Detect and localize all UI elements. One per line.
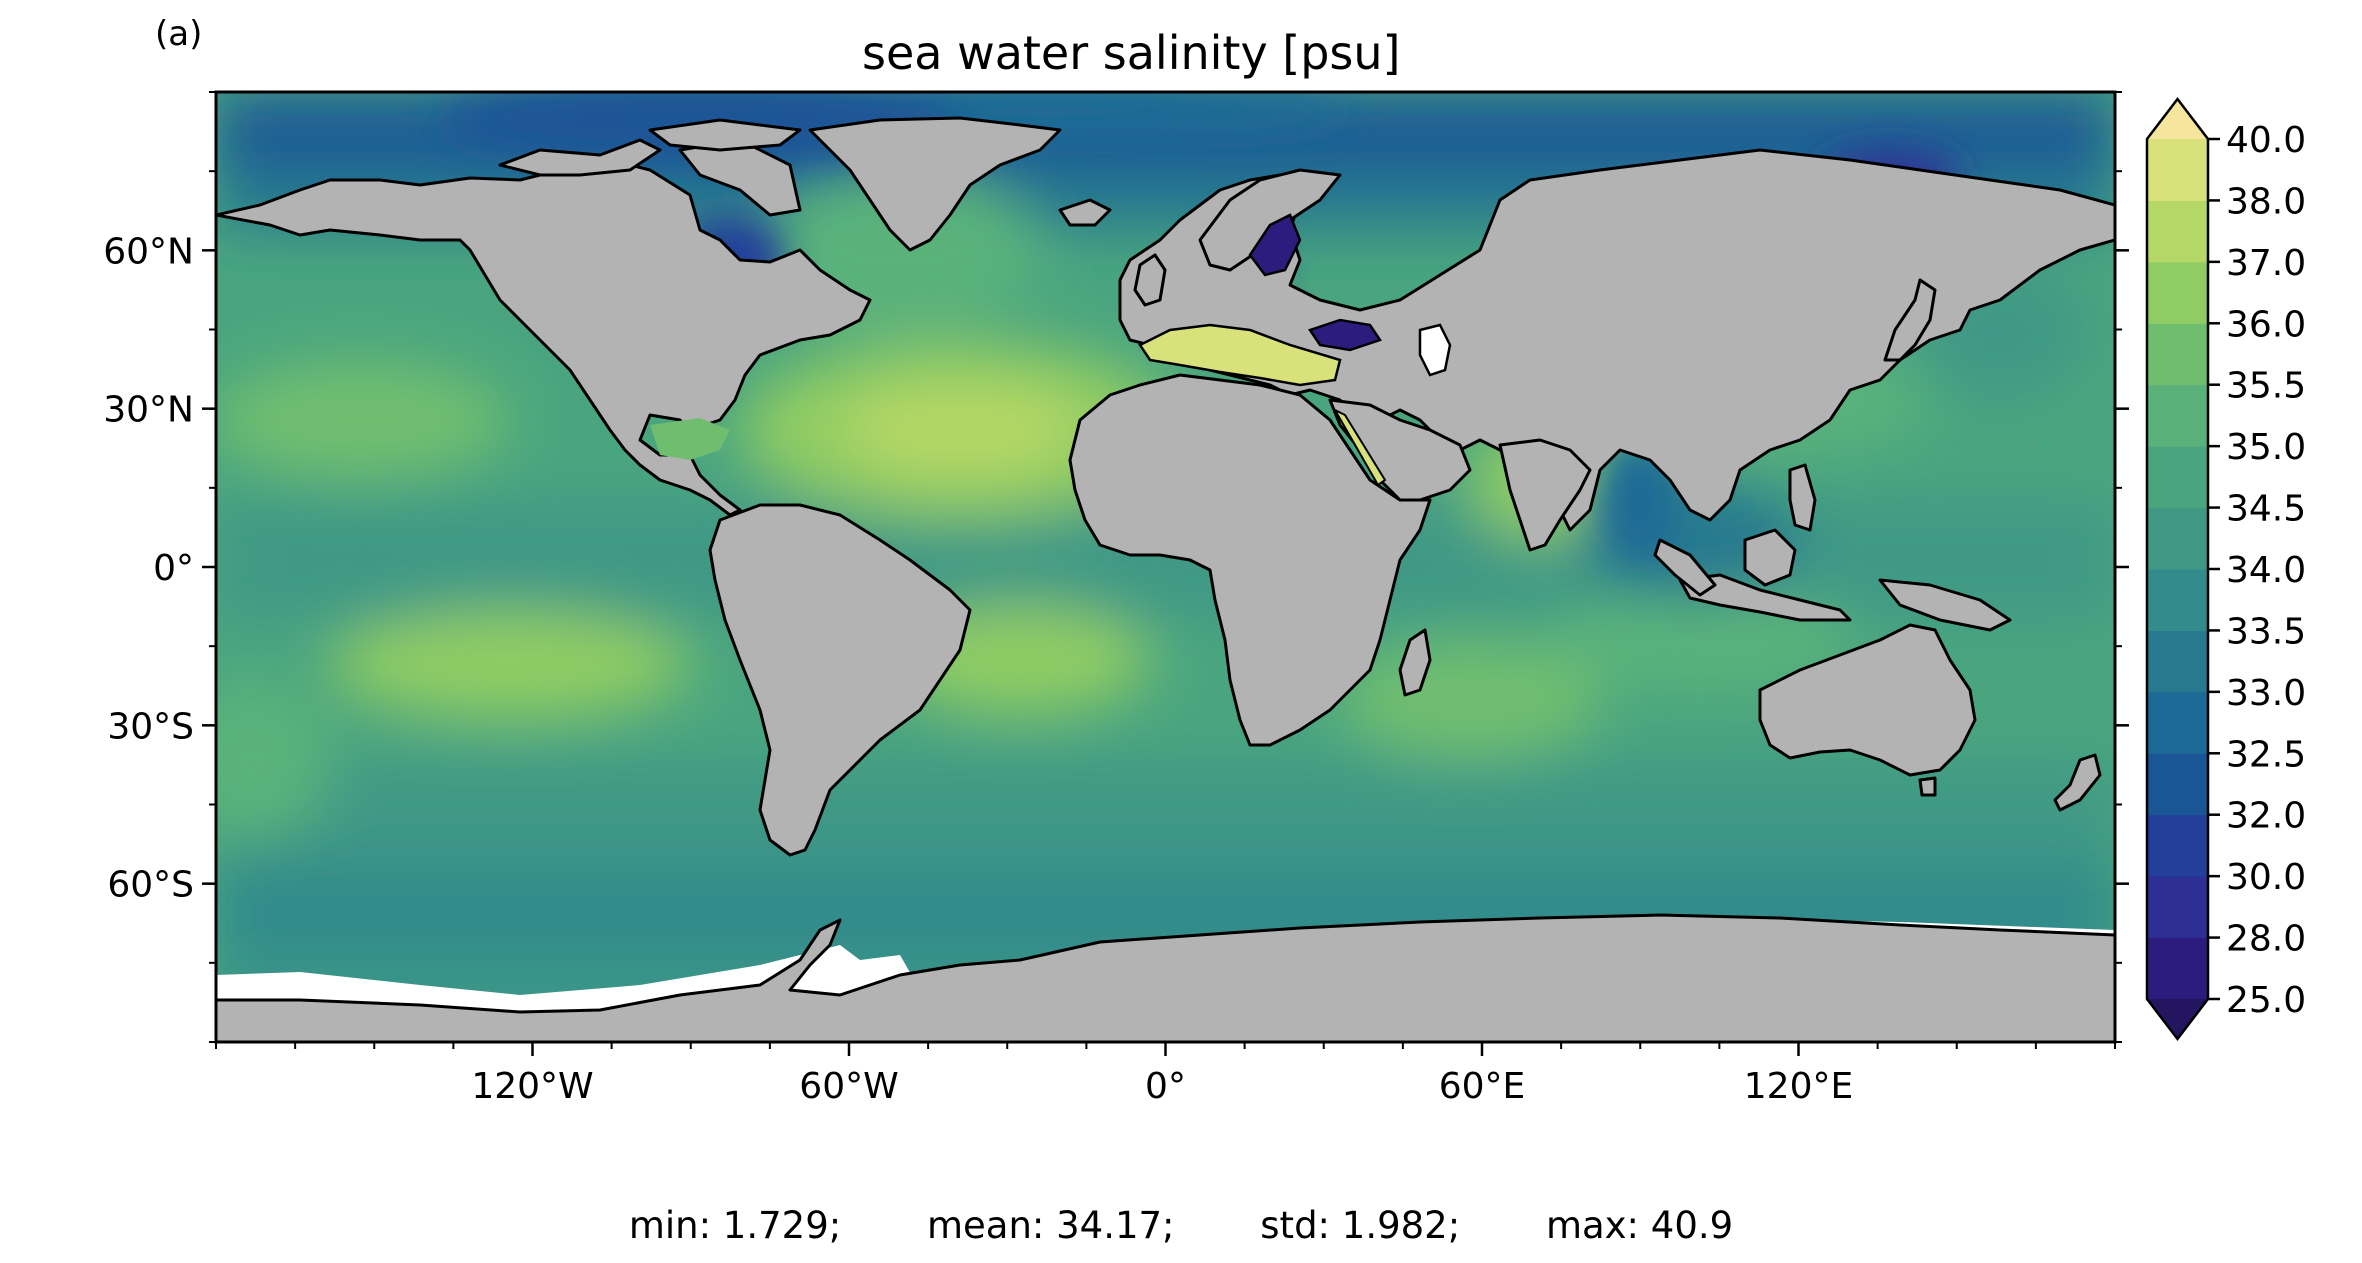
new-zealand [2053, 753, 2102, 812]
indian-subcontinent [1498, 438, 1592, 552]
baltic-sea [1248, 213, 1302, 277]
axis-ticks [202, 91, 2129, 1056]
gulf-of-mexico [650, 418, 730, 460]
stat-mean: mean: 34.17; [926, 1204, 1175, 1247]
colorbar-segment [2147, 507, 2208, 570]
colorbar-segment [2147, 200, 2208, 263]
lat-tick-label: 60°S [107, 865, 194, 906]
lon-tick-label: 120°W [471, 1066, 593, 1107]
lat-tick-label: 0° [153, 548, 194, 589]
great-britain [1133, 253, 1167, 307]
colorbar-segment [2147, 139, 2208, 201]
colorbar-under-extension [2147, 999, 2208, 1039]
scandinavia [1198, 168, 1342, 272]
colorbar-tick-label: 34.0 [2226, 550, 2306, 591]
colorbar-tick-label: 33.5 [2226, 611, 2306, 652]
red-sea [1332, 407, 1387, 487]
colorbar-tick-label: 33.0 [2226, 673, 2306, 714]
colorbar-segment [2147, 937, 2208, 1000]
black-sea [1308, 318, 1382, 352]
colorbar-tick-label: 32.0 [2226, 796, 2306, 837]
lon-tick-label: 0° [1145, 1066, 1186, 1107]
axis-tick-labels: 60°N 30°N 0° 30°S 60°S 120°W 60°W 0° 60°E 120°E [103, 231, 1853, 1107]
caspian-sea [1418, 323, 1452, 377]
sumatra [1653, 538, 1717, 597]
australia [1758, 623, 1977, 777]
statistics-line: min: 1.729; mean: 34.17; std: 1.982; max… [0, 1204, 2362, 1247]
ellesmere-island [648, 118, 802, 152]
colorbar-tick-label: 36.0 [2226, 304, 2306, 345]
indonesia [1678, 573, 1852, 622]
colorbar-segment [2147, 630, 2208, 693]
mediterranean-sea [1138, 323, 1342, 387]
colorbar-segment [2147, 323, 2208, 386]
lat-tick-label: 30°S [107, 706, 194, 747]
colorbar: 25.0 28.0 30.0 32.0 32.5 33.0 33.5 34.0 34.5 35.0… [2145, 96, 2306, 1042]
colorbar-tick-label: 40.0 [2226, 120, 2306, 161]
figure-canvas: 60°N 30°N 0° 30°S 60°S 120°W 60°W 0° 60°E 120°E 2… [103, 90, 2306, 1107]
map-title: sea water salinity [psu] [862, 26, 1401, 80]
colorbar-tick-label: 25.0 [2226, 980, 2306, 1021]
lon-tick-label: 60°W [799, 1066, 898, 1107]
new-guinea [1878, 578, 2012, 632]
colorbar-segment [2147, 753, 2208, 816]
colorbar-over-extension [2147, 99, 2208, 139]
madagascar [1398, 628, 1432, 697]
colorbar-tick-label: 35.5 [2226, 366, 2306, 407]
antarctica [216, 913, 2115, 1042]
colorbar-segment [2147, 691, 2208, 754]
borneo [1743, 528, 1797, 587]
panel-label: (a) [155, 14, 203, 54]
colorbar-tick-label: 37.0 [2226, 243, 2306, 284]
colorbar-segment [2147, 446, 2208, 509]
colorbar-tick-label: 28.0 [2226, 919, 2306, 960]
stat-std: std: 1.982; [1260, 1204, 1461, 1247]
colorbar-segment [2147, 876, 2208, 939]
lat-tick-label: 60°N [103, 231, 194, 272]
colorbar-segment [2147, 261, 2208, 324]
colorbar-tick-label: 38.0 [2226, 181, 2306, 222]
colorbar-segment [2147, 814, 2208, 877]
lat-tick-label: 30°N [103, 390, 194, 431]
africa [1068, 373, 1432, 747]
land [216, 116, 2115, 1042]
canadian-archipelago [498, 138, 662, 177]
philippines [1788, 463, 1817, 532]
colorbar-tick-label: 34.5 [2226, 489, 2306, 530]
lon-tick-label: 60°E [1439, 1066, 1526, 1107]
colorbar-tick-label: 30.0 [2226, 857, 2306, 898]
greenland [808, 116, 1062, 252]
colorbar-segment [2147, 569, 2208, 631]
stat-max: max: 40.9 [1545, 1204, 1734, 1247]
colorbar-tick-label: 35.0 [2226, 427, 2306, 468]
japan [1883, 278, 1937, 362]
iceland [1058, 198, 1112, 227]
colorbar-segment [2147, 384, 2208, 447]
lon-tick-label: 120°E [1744, 1066, 1853, 1107]
colorbar-tick-label: 32.5 [2226, 734, 2306, 775]
tasmania [1918, 776, 1937, 797]
south-america [708, 503, 972, 857]
salinity-map [216, 92, 2115, 1042]
stat-min: min: 1.729; [628, 1204, 842, 1247]
